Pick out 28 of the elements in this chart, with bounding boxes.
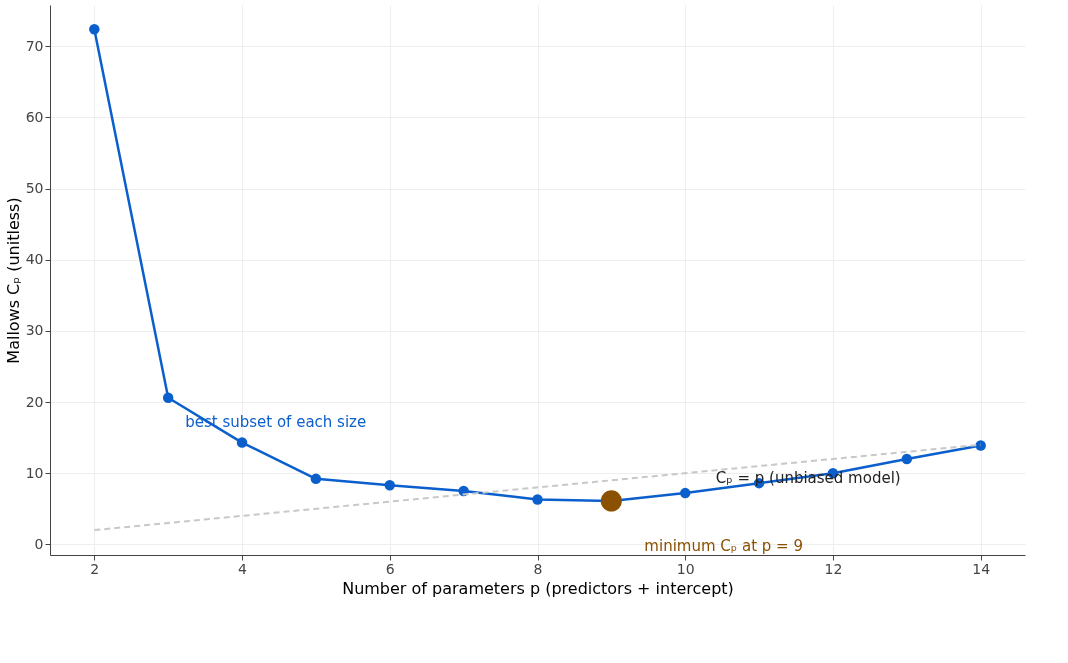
x-tick-label: 14 [972,560,991,577]
x-tick-label: 4 [238,560,248,577]
annotation: minimum Cₚ at p = 9 [644,536,803,555]
x-tick-label: 8 [533,560,543,577]
y-axis-title: Mallows Cₚ (unitless) [3,197,23,364]
y-tick-label: 20 [25,393,44,410]
y-tick-label: 70 [25,37,44,54]
y-tick-label: 10 [25,464,44,481]
point [600,490,622,512]
y-tick-label: 50 [25,180,44,197]
point [532,494,543,505]
point [679,487,691,499]
y-tick-label: 30 [25,322,44,339]
point [975,440,986,451]
point [162,392,174,403]
point [901,453,913,465]
point [310,473,322,485]
point [384,480,396,491]
x-tick-label: 2 [90,560,100,577]
x-tick-label: 10 [676,560,695,577]
point [89,23,100,35]
y-tick-label: 0 [34,535,44,552]
y-tick-label: 40 [25,251,44,268]
point [236,437,248,448]
x-tick-label: 6 [385,560,395,577]
y-tick-label: 60 [25,108,44,125]
x-tick-label: 12 [824,560,843,577]
x-axis-title: Number of parameters p (predictors + intercept) [342,578,734,598]
